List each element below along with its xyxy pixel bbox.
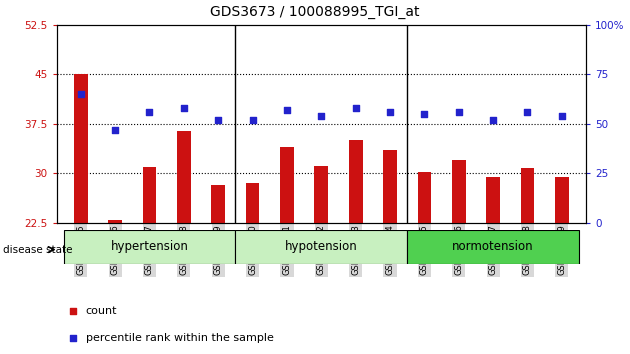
Point [351,105,361,111]
FancyBboxPatch shape [236,230,407,264]
Point [385,109,395,115]
Bar [520,168,534,223]
Bar [211,185,225,223]
Bar [314,166,328,223]
Bar [349,141,362,223]
Bar [246,183,260,223]
Point [488,117,498,123]
Point [461,208,471,214]
Point [557,113,567,119]
Bar [108,220,122,223]
Bar [177,131,191,223]
Point [110,127,120,133]
Point [316,113,326,119]
Text: percentile rank within the sample: percentile rank within the sample [86,333,273,343]
Text: hypotension: hypotension [285,240,358,253]
Text: hypertension: hypertension [110,240,188,253]
Text: count: count [86,306,117,316]
Bar [418,172,432,223]
Text: normotension: normotension [452,240,534,253]
Point [282,107,292,113]
Point [144,109,154,115]
Point [76,91,86,97]
Text: GDS3673 / 100088995_TGI_at: GDS3673 / 100088995_TGI_at [210,5,420,19]
Text: disease state: disease state [3,245,72,255]
Bar [383,150,397,223]
Point [522,109,532,115]
Bar [452,160,466,223]
Bar [486,177,500,223]
Point [454,109,464,115]
Point [213,117,223,123]
Bar [555,177,569,223]
FancyBboxPatch shape [64,230,236,264]
FancyBboxPatch shape [407,230,579,264]
Bar [74,74,88,223]
Point [420,111,430,117]
Point [179,105,189,111]
Bar [142,167,156,223]
Point [248,117,258,123]
Bar [280,147,294,223]
